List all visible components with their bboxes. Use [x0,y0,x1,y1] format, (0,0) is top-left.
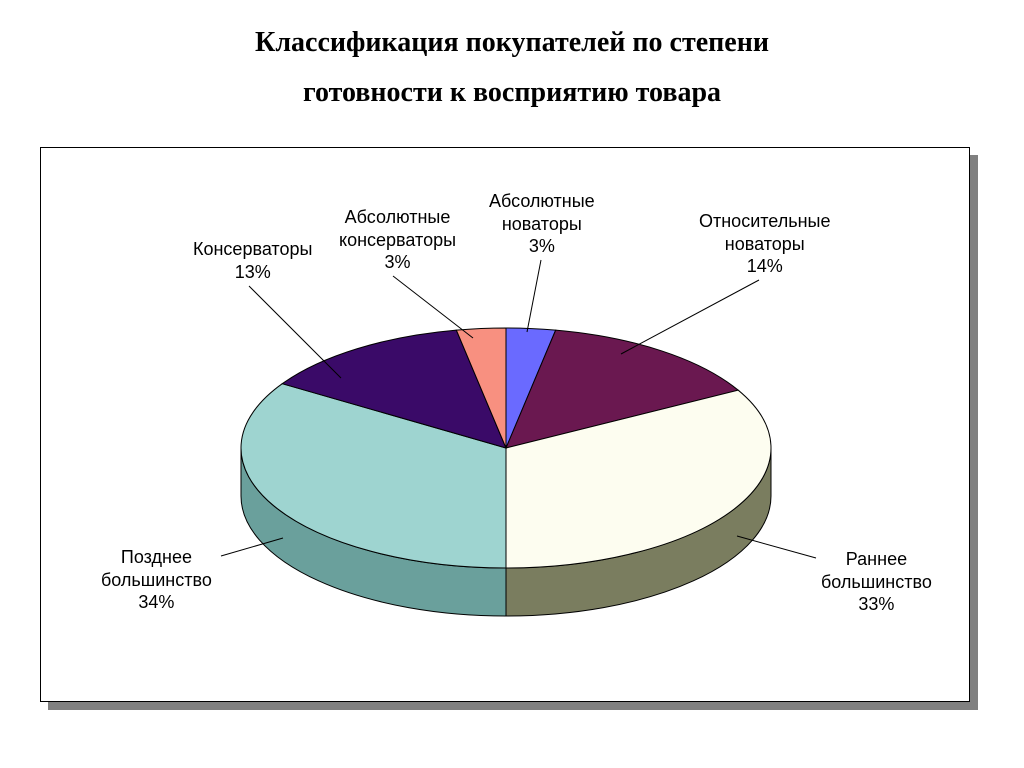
title-line-2: готовности к восприятию товара [0,68,1024,118]
leader-line [393,276,473,338]
pie-label: Раннее большинство 33% [821,548,932,616]
chart-frame: Абсолютные новаторы 3% Относительные нова… [40,147,970,702]
pie-label: Абсолютные консерваторы 3% [339,206,456,274]
leader-line [249,286,341,378]
pie-label: Консерваторы 13% [193,238,312,283]
title-line-1: Классификация покупателей по степени [0,18,1024,68]
pie-label: Относительные новаторы 14% [699,210,830,278]
leader-line [737,536,816,558]
leader-line [621,280,759,354]
pie-label: Позднее большинство 34% [101,546,212,614]
leader-line [527,260,541,332]
pie-label: Абсолютные новаторы 3% [489,190,595,258]
